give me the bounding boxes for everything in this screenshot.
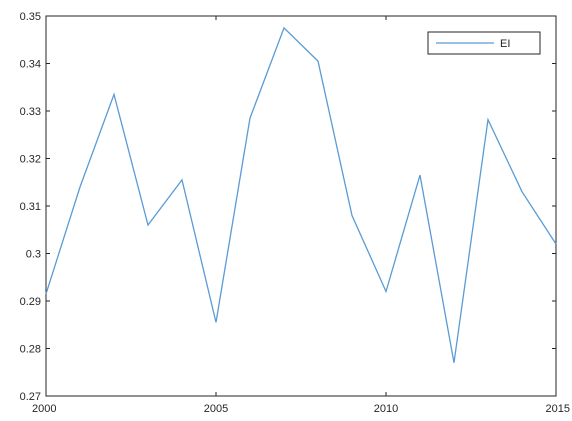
y-tick-label: 0.28 (20, 344, 41, 356)
series-line-ei (45, 26, 557, 363)
x-tick-label: 2010 (374, 403, 398, 415)
x-tick-label: 2000 (32, 403, 56, 415)
legend-label: EI (500, 38, 510, 50)
y-tick-label: 0.3 (26, 249, 41, 261)
y-tick-label: 0.31 (20, 201, 41, 213)
y-tick-label: 0.33 (20, 106, 41, 118)
y-tick-label: 0.32 (20, 154, 41, 166)
plot-area (45, 15, 557, 397)
y-tick-label: 0.27 (20, 391, 41, 403)
y-tick-label: 0.35 (20, 11, 41, 23)
x-tick-label: 2005 (204, 403, 228, 415)
series-layer (45, 26, 557, 363)
y-axis: 0.27 0.28 0.29 0.3 0.31 0.32 0.33 0.34 0.35 (20, 11, 556, 403)
x-axis: 2000 2005 2010 2015 (32, 16, 570, 415)
axes-box (45, 15, 557, 397)
y-tick-label: 0.29 (20, 296, 41, 308)
y-tick-label: 0.34 (20, 59, 41, 71)
x-tick-label: 2015 (546, 403, 570, 415)
legend: EI (427, 31, 541, 55)
